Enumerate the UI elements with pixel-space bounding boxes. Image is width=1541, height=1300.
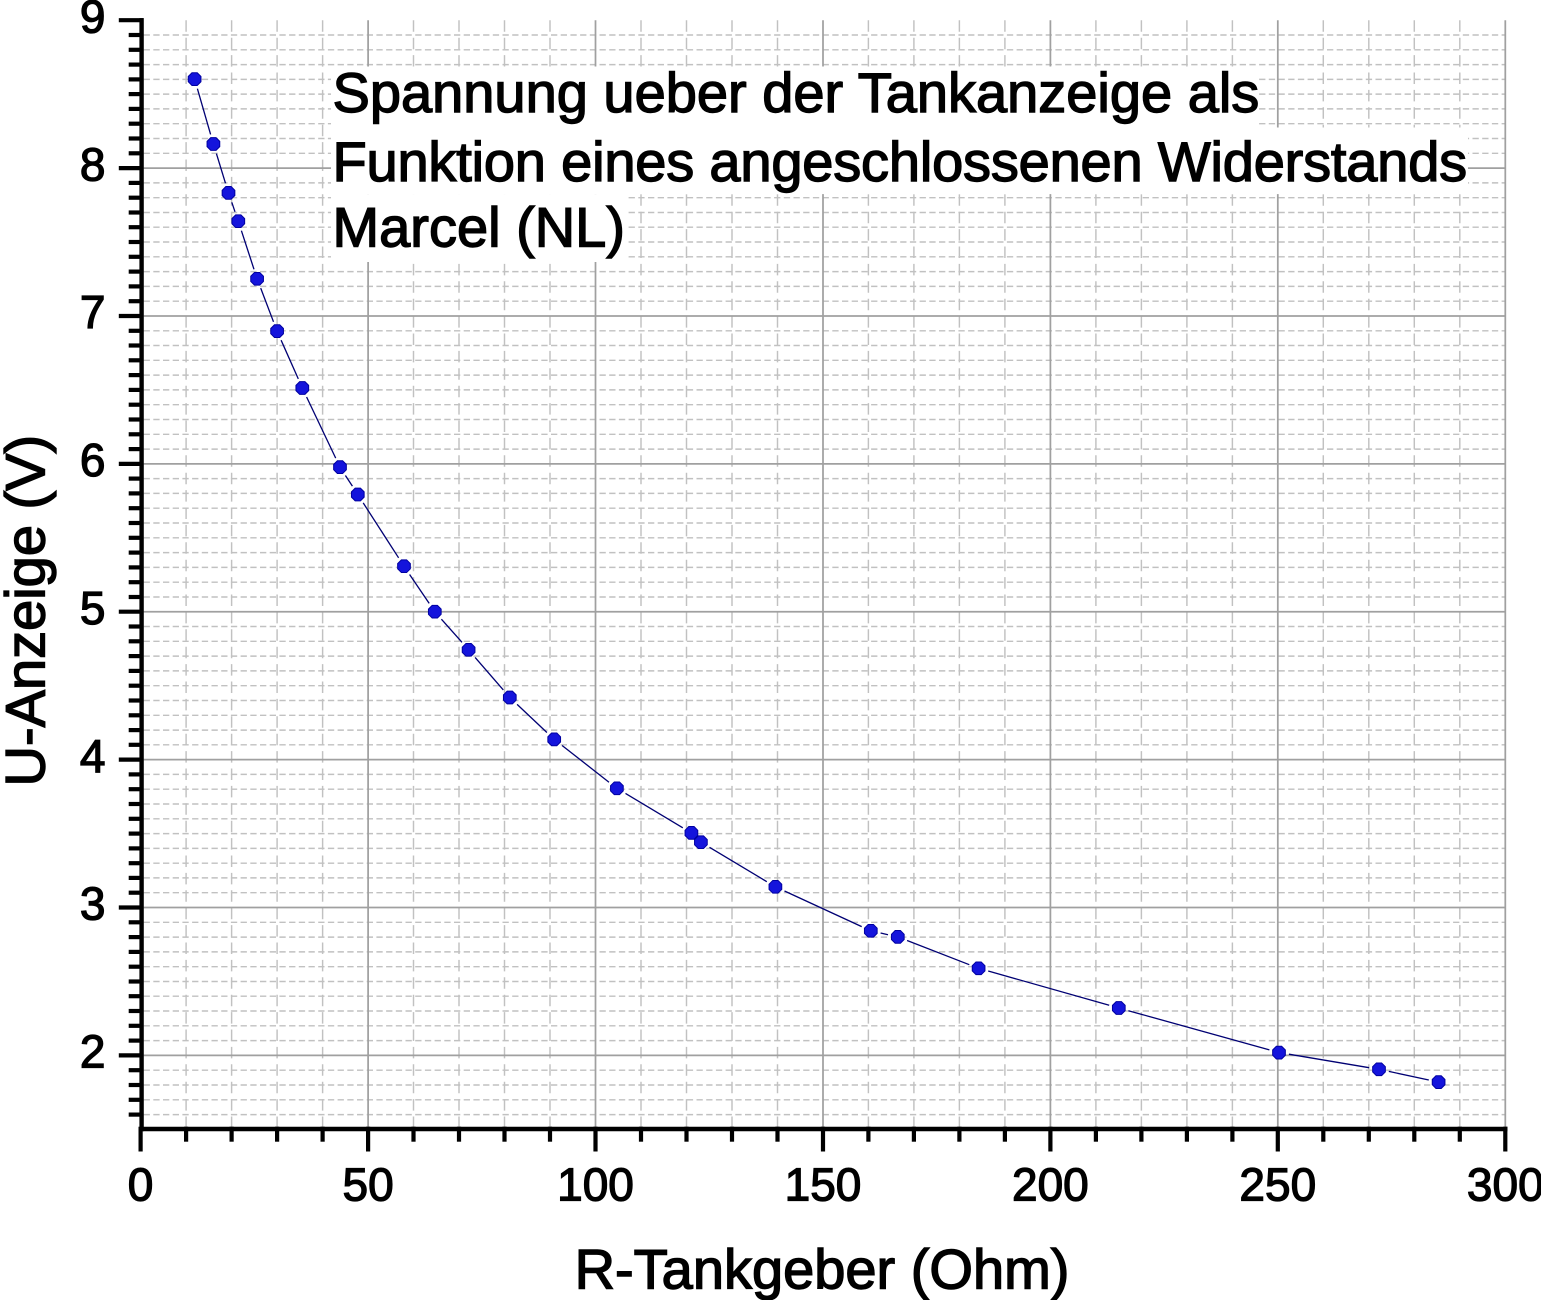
svg-text:250: 250 [1239,1158,1316,1210]
svg-text:7: 7 [80,286,106,338]
svg-text:150: 150 [785,1158,862,1210]
svg-text:U-Anzeige (V): U-Anzeige (V) [0,435,56,787]
svg-text:200: 200 [1012,1158,1089,1210]
svg-text:3: 3 [80,878,106,930]
svg-text:8: 8 [80,138,106,190]
svg-text:9: 9 [80,0,106,42]
svg-text:Funktion eines angeschlossenen: Funktion eines angeschlossenen Widerstan… [333,130,1467,193]
svg-text:2: 2 [80,1026,106,1078]
svg-text:R-Tankgeber (Ohm): R-Tankgeber (Ohm) [575,1237,1070,1300]
svg-text:6: 6 [80,434,106,486]
svg-text:Spannung ueber der Tankanzeige: Spannung ueber der Tankanzeige als [333,61,1260,124]
svg-text:5: 5 [80,582,106,634]
svg-text:300: 300 [1467,1158,1541,1210]
svg-text:4: 4 [80,730,106,782]
svg-text:Marcel (NL): Marcel (NL) [333,196,625,259]
svg-text:0: 0 [128,1158,154,1210]
svg-text:100: 100 [557,1158,634,1210]
svg-text:50: 50 [343,1158,394,1210]
